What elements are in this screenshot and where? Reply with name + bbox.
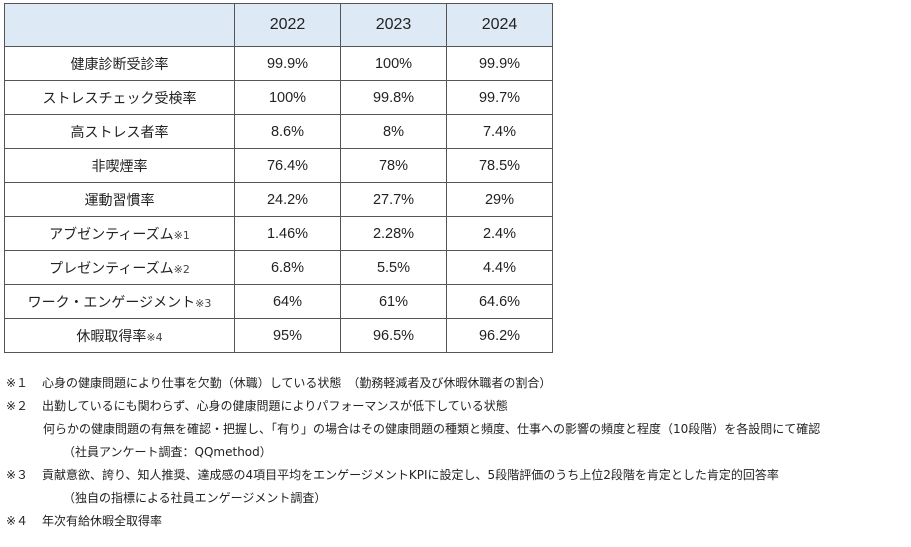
footnote-mark: ※4: [146, 331, 162, 344]
value-cell: 78%: [341, 149, 447, 183]
table-row: プレゼンティーズム※2 6.8% 5.5% 4.4%: [5, 251, 553, 285]
value-cell: 8.6%: [235, 115, 341, 149]
header-empty-cell: [5, 4, 235, 47]
value-cell: 64.6%: [447, 285, 553, 319]
row-label-text: 休暇取得率: [76, 329, 146, 345]
value-cell: 2.4%: [447, 217, 553, 251]
footnote-text: （独自の指標による社員エンゲージメント調査）: [63, 491, 326, 505]
value-cell: 96.5%: [341, 319, 447, 353]
footnote-mark: ※２: [6, 395, 42, 418]
table-row: ワーク・エンゲージメント※3 64% 61% 64.6%: [5, 285, 553, 319]
row-label-text: 高ストレス者率: [71, 125, 169, 141]
value-cell: 7.4%: [447, 115, 553, 149]
row-label: 高ストレス者率: [5, 115, 235, 149]
footnote-mark: ※４: [6, 510, 42, 533]
row-label-text: 非喫煙率: [92, 159, 148, 175]
footnote-mark: ※３: [6, 464, 42, 487]
footnote-2-detail: 何らかの健康問題の有無を確認・把握し、「有り」の場合はその健康問題の種類と頻度、…: [6, 418, 906, 441]
footnote-mark: ※1: [174, 229, 190, 242]
value-cell: 1.46%: [235, 217, 341, 251]
value-cell: 61%: [341, 285, 447, 319]
header-row: 2022 2023 2024: [5, 4, 553, 47]
value-cell: 27.7%: [341, 183, 447, 217]
value-cell: 24.2%: [235, 183, 341, 217]
row-label: 休暇取得率※4: [5, 319, 235, 353]
table-row: 高ストレス者率 8.6% 8% 7.4%: [5, 115, 553, 149]
footnote-text: （社員アンケート調査：QQmethod）: [63, 445, 272, 459]
table-row: 健康診断受診率 99.9% 100% 99.9%: [5, 47, 553, 81]
footnote-2-source: （社員アンケート調査：QQmethod）: [6, 441, 906, 464]
value-cell: 78.5%: [447, 149, 553, 183]
value-cell: 95%: [235, 319, 341, 353]
value-cell: 5.5%: [341, 251, 447, 285]
value-cell: 4.4%: [447, 251, 553, 285]
table-row: ストレスチェック受検率 100% 99.8% 99.7%: [5, 81, 553, 115]
footnote-text: 心身の健康問題により仕事を欠勤（休職）している状態 （勤務軽減者及び休暇休職者の…: [42, 376, 551, 390]
value-cell: 99.7%: [447, 81, 553, 115]
header-year-2024: 2024: [447, 4, 553, 47]
health-metrics-table: 2022 2023 2024 健康診断受診率 99.9% 100% 99.9% …: [4, 3, 553, 353]
row-label: アブゼンティーズム※1: [5, 217, 235, 251]
row-label-text: ストレスチェック受検率: [43, 91, 197, 107]
footnote-mark: ※3: [195, 297, 211, 310]
value-cell: 2.28%: [341, 217, 447, 251]
row-label-text: ワーク・エンゲージメント: [28, 295, 195, 311]
footnote-3: ※３ 貢献意欲、誇り、知人推奨、達成感の4項目平均をエンゲージメントKPIに設定し…: [6, 464, 906, 487]
footnote-mark: ※１: [6, 372, 42, 395]
value-cell: 64%: [235, 285, 341, 319]
value-cell: 8%: [341, 115, 447, 149]
row-label-text: 運動習慣率: [85, 193, 155, 209]
footnote-text: 出勤しているにも関わらず、心身の健康問題によりパフォーマンスが低下している状態: [42, 399, 508, 413]
row-label: プレゼンティーズム※2: [5, 251, 235, 285]
value-cell: 99.9%: [447, 47, 553, 81]
row-label: ワーク・エンゲージメント※3: [5, 285, 235, 319]
footnote-mark: ※2: [174, 263, 190, 276]
table-row: アブゼンティーズム※1 1.46% 2.28% 2.4%: [5, 217, 553, 251]
table-row: 休暇取得率※4 95% 96.5% 96.2%: [5, 319, 553, 353]
footnote-text: 年次有給休暇全取得率: [42, 514, 162, 528]
value-cell: 100%: [235, 81, 341, 115]
value-cell: 29%: [447, 183, 553, 217]
footnote-text: 貢献意欲、誇り、知人推奨、達成感の4項目平均をエンゲージメントKPIに設定し、5…: [42, 468, 779, 482]
footnote-3-source: （独自の指標による社員エンゲージメント調査）: [6, 487, 906, 510]
table-row: 非喫煙率 76.4% 78% 78.5%: [5, 149, 553, 183]
value-cell: 100%: [341, 47, 447, 81]
value-cell: 96.2%: [447, 319, 553, 353]
row-label: 非喫煙率: [5, 149, 235, 183]
row-label: ストレスチェック受検率: [5, 81, 235, 115]
header-year-2023: 2023: [341, 4, 447, 47]
value-cell: 6.8%: [235, 251, 341, 285]
footnotes: ※１ 心身の健康問題により仕事を欠勤（休職）している状態 （勤務軽減者及び休暇休職…: [6, 372, 906, 533]
value-cell: 99.8%: [341, 81, 447, 115]
row-label-text: アブゼンティーズム: [49, 227, 173, 243]
value-cell: 99.9%: [235, 47, 341, 81]
value-cell: 76.4%: [235, 149, 341, 183]
footnote-1: ※１ 心身の健康問題により仕事を欠勤（休職）している状態 （勤務軽減者及び休暇休職…: [6, 372, 906, 395]
footnote-4: ※４ 年次有給休暇全取得率: [6, 510, 906, 533]
footnote-2: ※２ 出勤しているにも関わらず、心身の健康問題によりパフォーマンスが低下している状…: [6, 395, 906, 418]
row-label-text: プレゼンティーズム: [49, 261, 173, 277]
footnote-text: 何らかの健康問題の有無を確認・把握し、「有り」の場合はその健康問題の種類と頻度、…: [43, 422, 820, 436]
header-year-2022: 2022: [235, 4, 341, 47]
row-label-text: 健康診断受診率: [71, 57, 169, 73]
row-label: 健康診断受診率: [5, 47, 235, 81]
row-label: 運動習慣率: [5, 183, 235, 217]
table-row: 運動習慣率 24.2% 27.7% 29%: [5, 183, 553, 217]
